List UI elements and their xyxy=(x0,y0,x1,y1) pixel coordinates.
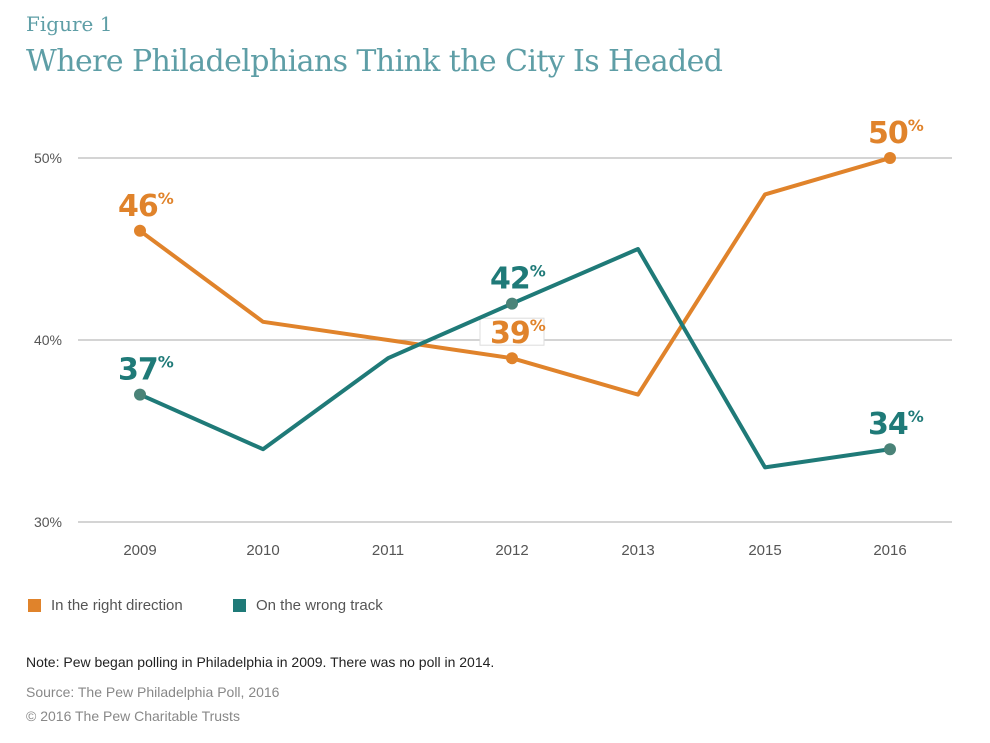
source: Source: The Pew Philadelphia Poll, 2016 xyxy=(26,684,280,700)
data-point xyxy=(134,388,146,401)
data-label: 50% xyxy=(868,116,924,151)
legend-label: On the wrong track xyxy=(256,597,383,614)
data-label: 34% xyxy=(868,407,924,442)
copyright: © 2016 The Pew Charitable Trusts xyxy=(26,708,240,724)
legend-swatch xyxy=(28,599,41,612)
legend-item-right-direction: In the right direction xyxy=(28,597,183,614)
data-point xyxy=(884,152,896,164)
data-label: 46% xyxy=(118,189,174,224)
y-tick-label: 50% xyxy=(34,150,62,166)
figure-label: Figure 1 xyxy=(26,12,113,36)
legend-item-wrong-track: On the wrong track xyxy=(233,597,383,614)
note: Note: Pew began polling in Philadelphia … xyxy=(26,654,495,670)
x-tick-label: 2010 xyxy=(246,542,279,559)
legend-label: In the right direction xyxy=(51,597,183,614)
y-tick-label: 30% xyxy=(34,514,62,530)
x-tick-label: 2012 xyxy=(495,542,528,559)
y-tick-label: 40% xyxy=(34,332,62,348)
x-tick-label: 2011 xyxy=(372,542,404,559)
chart-title: Where Philadelphians Think the City Is H… xyxy=(26,44,723,79)
line-chart: 30% 40% 50% 2009 2010 2011 2012 2013 2015 2016 46%… xyxy=(34,116,952,559)
legend-swatch xyxy=(233,599,246,612)
data-point xyxy=(506,352,518,365)
x-tick-label: 2009 xyxy=(123,542,156,559)
label-background xyxy=(479,317,545,346)
x-tick-label: 2015 xyxy=(748,542,781,559)
data-label: 39% xyxy=(490,316,546,351)
x-tick-label: 2016 xyxy=(873,542,906,559)
x-tick-label: 2013 xyxy=(621,542,654,559)
data-point xyxy=(884,443,896,456)
data-label: 37% xyxy=(118,353,174,388)
data-point xyxy=(506,297,518,310)
data-point xyxy=(134,224,146,237)
